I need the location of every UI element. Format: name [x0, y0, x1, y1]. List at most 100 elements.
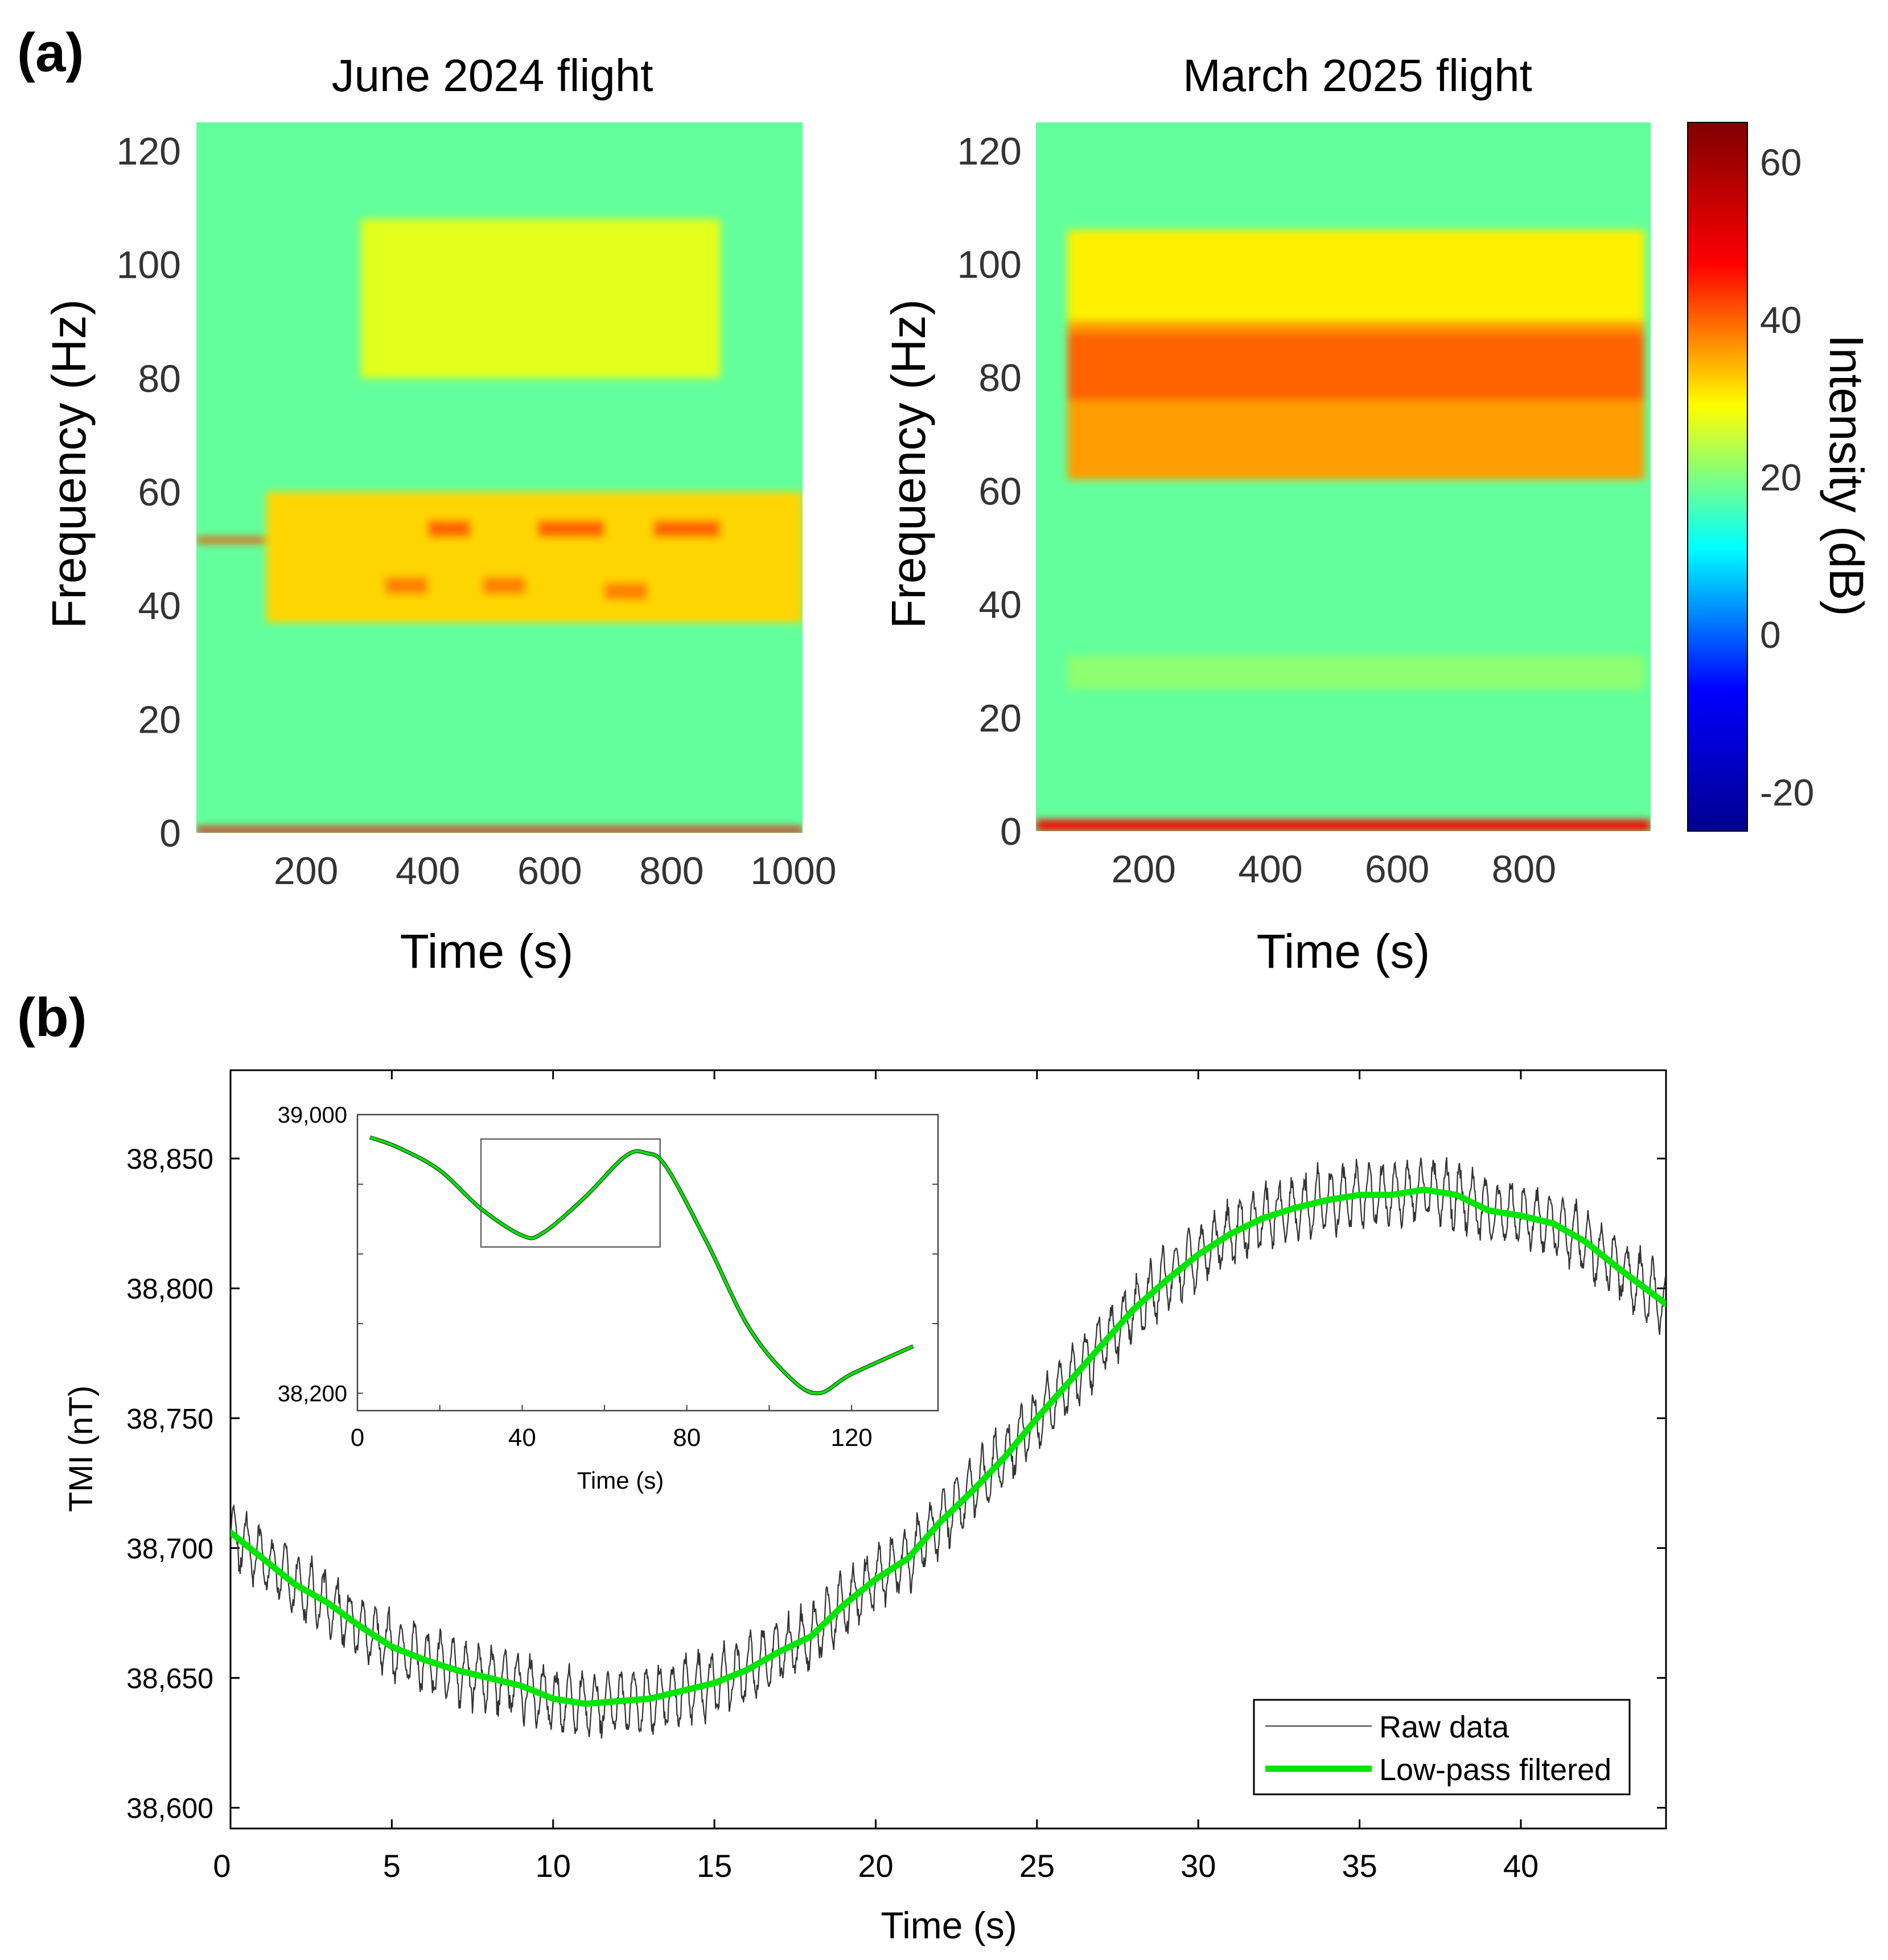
y-tick-label: 100 [117, 244, 181, 287]
spectrogram-band [266, 491, 803, 623]
spectrogram-june-2024: June 2024 flight 0 20 40 60 80 100 120 200 400 6… [42, 50, 837, 978]
x-tick-label: 600 [1365, 848, 1429, 891]
x-tick-label: 800 [1492, 848, 1556, 891]
spectrogram-a-xlabel: Time (s) [400, 924, 574, 978]
y-tick-label: 120 [117, 130, 181, 173]
spectrogram-band [1067, 332, 1644, 401]
x-tick-label: 0 [213, 1848, 231, 1884]
y-tick-label: 0 [159, 812, 181, 855]
colorbar-tick-label: 20 [1760, 457, 1801, 499]
x-tick-label: 15 [697, 1848, 732, 1884]
y-tick-label: 38,700 [126, 1532, 213, 1564]
y-tick-label: 60 [978, 470, 1022, 513]
y-tick-label: 38,650 [126, 1662, 213, 1694]
y-tick-label: 0 [1000, 810, 1022, 853]
y-tick-label: 38,750 [126, 1403, 213, 1435]
y-tick-label: 20 [978, 697, 1022, 740]
tmi-xlabel: Time (s) [881, 1904, 1017, 1946]
y-tick-label: 40 [978, 584, 1022, 627]
spectrogram-b-title: March 2025 flight [1183, 50, 1532, 101]
spectrogram-band [360, 219, 721, 379]
spectrogram-band [653, 520, 721, 537]
spectrogram-b-ylabel: Frequency (Hz) [882, 299, 935, 629]
spectrogram-band [483, 577, 525, 594]
spectrogram-band [1067, 655, 1644, 689]
colorbar-gradient [1687, 122, 1748, 832]
legend-raw-label: Raw data [1379, 1710, 1509, 1744]
inset-x-tick-label: 120 [830, 1424, 872, 1452]
spectrogram-b-image [1036, 122, 1651, 831]
x-tick-label: 35 [1342, 1848, 1377, 1884]
spectrogram-band [537, 520, 605, 537]
spectrogram-band [196, 827, 803, 833]
x-tick-label: 25 [1019, 1848, 1055, 1884]
spectrogram-band [427, 520, 471, 537]
y-tick-label: 40 [138, 585, 181, 628]
colorbar-tick-label: -20 [1760, 771, 1814, 813]
x-tick-label: 200 [1112, 848, 1176, 891]
legend-box [1253, 1699, 1631, 1795]
spectrogram-band [196, 537, 267, 543]
y-tick-label: 38,600 [126, 1793, 213, 1825]
colorbar-label: Intensity (dB) [1820, 335, 1873, 617]
x-tick-label: 800 [639, 849, 704, 893]
inset-frame [356, 1113, 939, 1412]
inset-x-tick-label: 0 [351, 1424, 364, 1452]
y-tick-label: 38,850 [126, 1143, 213, 1175]
spectrogram-band [1067, 230, 1644, 321]
y-tick-label: 20 [138, 698, 181, 741]
spectrogram-band [385, 577, 428, 594]
spectrogram-b-xlabel: Time (s) [1257, 924, 1430, 978]
x-tick-label: 10 [536, 1848, 571, 1884]
spectrogram-a-image [196, 122, 803, 833]
inset-low-pass-filtered-line [369, 1136, 914, 1395]
spectrogram-march-2025: March 2025 flight 0 20 40 60 80 100 120 200 400… [882, 50, 1651, 978]
colorbar-tick-label: 40 [1760, 299, 1801, 341]
spectrogram-band [604, 582, 648, 600]
spectrogram-b-x-ticks: 200 400 600 800 [1112, 848, 1557, 891]
inset-x-tick-label: 80 [673, 1424, 701, 1452]
tmi-ylabel: TMI (nT) [63, 1386, 100, 1512]
colorbar-ticks: -20 0 20 40 60 [1760, 141, 1814, 813]
x-tick-label: 600 [517, 849, 582, 893]
x-tick-label: 20 [858, 1848, 893, 1884]
tmi-line-chart: 38,600 38,650 38,700 38,750 38,800 38,850 0 5 10… [63, 1069, 1667, 1946]
colorbar-tick-label: 0 [1760, 614, 1781, 656]
low-pass-filtered-line [231, 1186, 1666, 1707]
panel-a-label: (a) [17, 22, 84, 83]
y-tick-label: 120 [957, 130, 1022, 173]
inset-xlabel: Time (s) [577, 1467, 664, 1494]
colorbar-tick-label: 60 [1760, 141, 1801, 183]
spectrogram-a-x-ticks: 200 400 600 800 1000 [274, 849, 837, 893]
inset-axis-ticks: 38,200 39,000 0 40 80 120 [278, 1103, 938, 1452]
inset-y-tick-label: 38,200 [278, 1381, 347, 1406]
y-tick-label: 100 [957, 243, 1022, 286]
inset-x-tick-label: 40 [508, 1424, 536, 1452]
legend: Raw data Low-pass filtered [1253, 1699, 1631, 1795]
y-tick-label: 80 [138, 357, 181, 400]
legend-filtered-label: Low-pass filtered [1379, 1753, 1611, 1787]
y-tick-label: 80 [978, 356, 1022, 400]
tmi-axis-ticks: 38,600 38,650 38,700 38,750 38,800 38,850 0 5 10… [126, 1070, 1666, 1884]
x-tick-label: 40 [1503, 1848, 1539, 1884]
y-tick-label: 38,800 [126, 1273, 213, 1305]
x-tick-label: 400 [396, 849, 460, 893]
panel-b-label: (b) [17, 987, 87, 1048]
x-tick-label: 200 [274, 849, 338, 893]
inset-y-tick-label: 39,000 [278, 1103, 347, 1128]
x-tick-label: 5 [383, 1848, 401, 1884]
raw-data-line [231, 1157, 1666, 1739]
spectrogram-a-y-ticks: 0 20 40 60 80 100 120 [117, 130, 181, 855]
x-tick-label: 400 [1238, 848, 1302, 891]
inset-chart: 38,200 39,000 0 40 80 120 Time (s) [278, 1103, 939, 1494]
y-tick-label: 60 [138, 471, 181, 514]
x-tick-label: 30 [1180, 1848, 1216, 1884]
colorbar: -20 0 20 40 60 Intensity (dB) [1687, 122, 1873, 832]
spectrogram-a-title: June 2024 flight [332, 50, 653, 101]
spectrogram-b-y-ticks: 0 20 40 60 80 100 120 [957, 130, 1022, 853]
spectrogram-a-ylabel: Frequency (Hz) [42, 299, 96, 629]
x-tick-label: 1000 [750, 849, 836, 893]
inset-zoom-box [480, 1138, 661, 1248]
spectrogram-band [1036, 820, 1651, 831]
